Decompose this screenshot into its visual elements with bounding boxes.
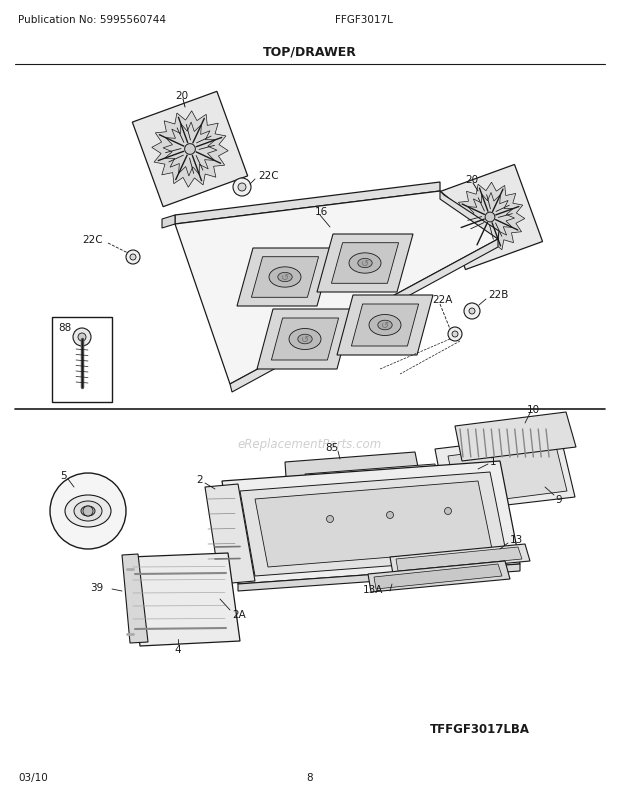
Text: TFFGF3017LBA: TFFGF3017LBA <box>430 723 530 735</box>
Text: 9: 9 <box>555 494 562 504</box>
Polygon shape <box>185 144 195 156</box>
Polygon shape <box>317 235 413 293</box>
Text: ↺: ↺ <box>361 259 369 269</box>
Text: 4: 4 <box>175 644 181 654</box>
Text: 13A: 13A <box>363 585 383 594</box>
Polygon shape <box>332 243 399 284</box>
Polygon shape <box>175 183 440 225</box>
Polygon shape <box>222 461 520 585</box>
Text: 22C: 22C <box>82 235 103 245</box>
Circle shape <box>83 506 93 516</box>
Polygon shape <box>374 565 502 589</box>
Circle shape <box>464 304 480 320</box>
Polygon shape <box>162 216 175 229</box>
FancyBboxPatch shape <box>52 318 112 403</box>
Polygon shape <box>205 484 255 585</box>
Polygon shape <box>237 249 333 306</box>
Circle shape <box>233 179 251 196</box>
Text: ↺: ↺ <box>301 334 309 345</box>
Polygon shape <box>130 553 240 646</box>
Text: 22A: 22A <box>432 294 453 305</box>
Circle shape <box>238 184 246 192</box>
Text: 03/10: 03/10 <box>18 772 48 782</box>
Circle shape <box>445 508 451 515</box>
Ellipse shape <box>369 315 401 336</box>
Polygon shape <box>240 472 507 577</box>
Circle shape <box>386 512 394 519</box>
Text: 10: 10 <box>527 404 540 415</box>
Circle shape <box>50 473 126 549</box>
Polygon shape <box>255 481 492 567</box>
Polygon shape <box>132 92 247 208</box>
Polygon shape <box>368 561 510 592</box>
Text: 22C: 22C <box>258 171 278 180</box>
Ellipse shape <box>81 506 95 516</box>
Ellipse shape <box>278 273 292 282</box>
Text: Publication No: 5995560744: Publication No: 5995560744 <box>18 15 166 25</box>
Polygon shape <box>440 192 499 240</box>
Polygon shape <box>251 257 319 298</box>
Text: 2A: 2A <box>232 610 246 619</box>
Polygon shape <box>455 412 576 461</box>
Text: 2: 2 <box>196 475 203 484</box>
Polygon shape <box>163 123 217 176</box>
Polygon shape <box>396 547 522 571</box>
Circle shape <box>448 327 462 342</box>
Polygon shape <box>305 464 438 489</box>
Polygon shape <box>455 183 525 253</box>
Text: eReplacementParts.com: eReplacementParts.com <box>238 438 382 451</box>
Text: 16: 16 <box>315 207 328 217</box>
Polygon shape <box>122 554 148 643</box>
Text: 20: 20 <box>465 175 478 184</box>
Circle shape <box>78 334 86 342</box>
Text: TOP/DRAWER: TOP/DRAWER <box>263 46 357 59</box>
Circle shape <box>327 516 334 523</box>
Text: FFGF3017L: FFGF3017L <box>335 15 393 25</box>
Ellipse shape <box>269 268 301 288</box>
Ellipse shape <box>289 329 321 350</box>
Circle shape <box>130 255 136 261</box>
Text: ↺: ↺ <box>281 273 289 282</box>
Polygon shape <box>352 305 418 346</box>
Text: 88: 88 <box>58 322 71 333</box>
Polygon shape <box>448 443 567 505</box>
Polygon shape <box>485 213 495 223</box>
Text: 85: 85 <box>325 443 339 452</box>
Ellipse shape <box>74 501 102 521</box>
Polygon shape <box>152 111 228 188</box>
Ellipse shape <box>358 259 372 269</box>
Polygon shape <box>238 565 520 591</box>
Polygon shape <box>230 240 498 392</box>
Text: 13: 13 <box>510 534 523 545</box>
Circle shape <box>469 309 475 314</box>
Circle shape <box>73 329 91 346</box>
Polygon shape <box>337 296 433 355</box>
Polygon shape <box>257 310 353 370</box>
Text: ↺: ↺ <box>381 321 389 330</box>
Polygon shape <box>438 165 542 270</box>
Polygon shape <box>175 192 498 384</box>
Polygon shape <box>466 193 515 242</box>
Ellipse shape <box>298 334 312 344</box>
Text: 8: 8 <box>307 772 313 782</box>
Text: 5: 5 <box>60 471 66 480</box>
Ellipse shape <box>349 253 381 273</box>
Circle shape <box>126 251 140 265</box>
Polygon shape <box>272 318 339 361</box>
Text: 22B: 22B <box>488 290 508 300</box>
Text: 39: 39 <box>90 582 104 592</box>
Polygon shape <box>435 435 575 512</box>
Text: 1: 1 <box>490 456 497 467</box>
Ellipse shape <box>378 321 392 330</box>
Polygon shape <box>285 452 418 477</box>
Ellipse shape <box>65 496 111 528</box>
Polygon shape <box>390 545 530 574</box>
Text: 20: 20 <box>175 91 188 101</box>
Circle shape <box>452 331 458 338</box>
